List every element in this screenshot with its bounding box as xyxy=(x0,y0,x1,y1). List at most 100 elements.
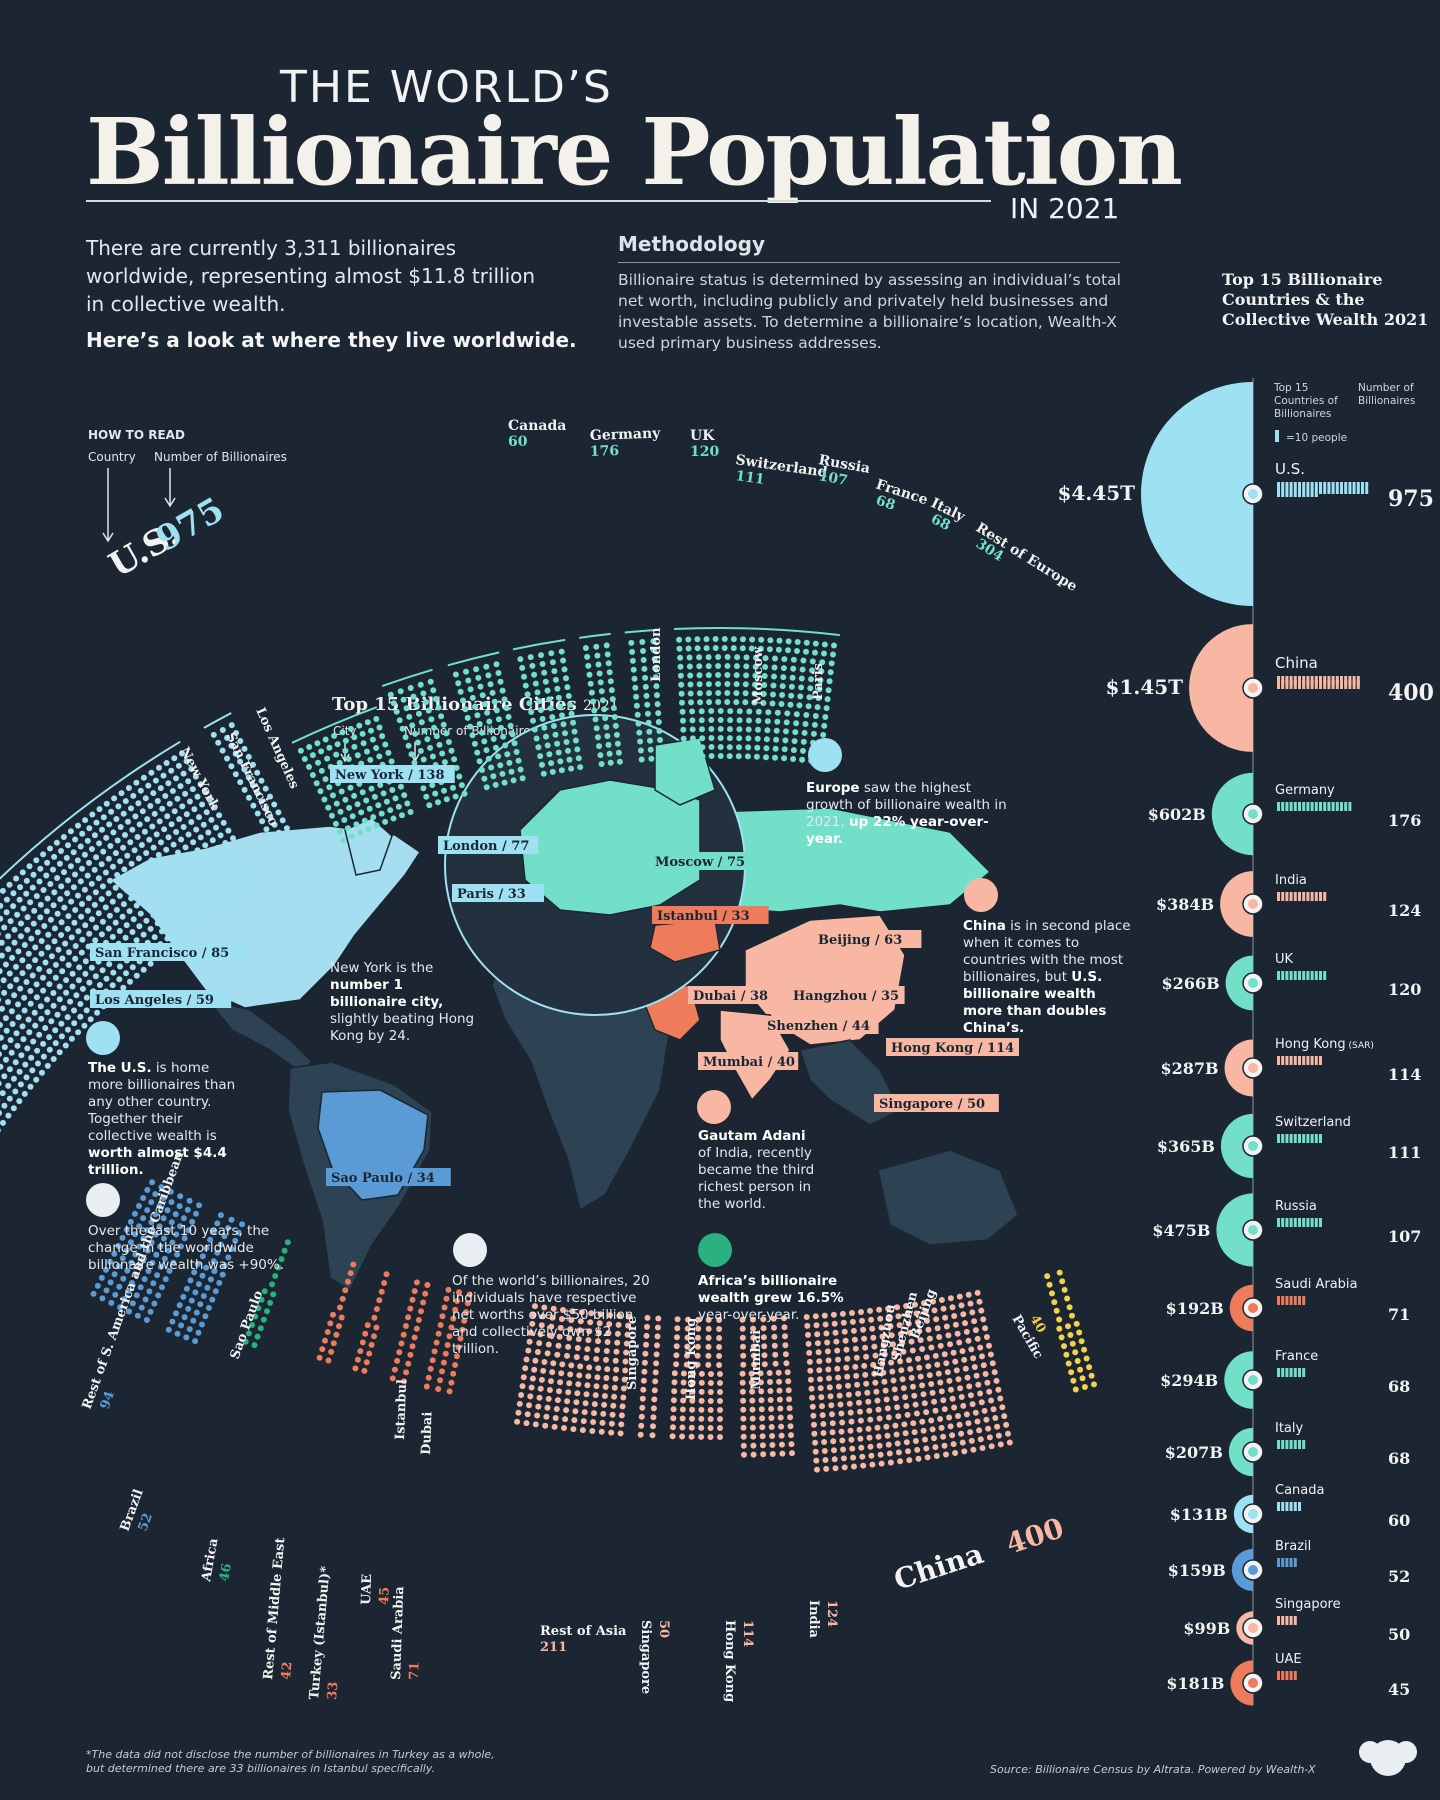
top-arc-dot xyxy=(88,880,95,887)
top-arc-dot xyxy=(433,733,440,740)
top-arc-dot xyxy=(36,966,43,972)
country-label-4: UK xyxy=(1275,952,1294,967)
bottom-arc-dot xyxy=(210,1228,217,1235)
top-arc-dot xyxy=(278,848,285,855)
top-arc-dot xyxy=(9,954,16,961)
bottom-arc-dot xyxy=(913,1310,920,1317)
top-arc-dot xyxy=(784,710,791,717)
bottom-arc-dot xyxy=(164,1227,171,1234)
top-arc-dot xyxy=(161,826,168,833)
legend-person-icon xyxy=(1275,430,1279,442)
bottom-arc-dot xyxy=(188,1297,195,1304)
top-arc-dot xyxy=(63,854,70,861)
bottom-arc-dot xyxy=(148,1219,155,1226)
bottom-arc-dot xyxy=(548,1323,555,1330)
bottom-arc-dot xyxy=(565,1389,572,1396)
bottom-arc-dot xyxy=(439,1313,446,1320)
top-arc-dot xyxy=(733,690,740,697)
bottom-arc-dot xyxy=(778,1423,785,1430)
bottom-arc-dot xyxy=(550,1360,557,1367)
bottom-arc-dot xyxy=(972,1409,979,1416)
top-arc-dot xyxy=(450,784,456,791)
bottom-arc-dot xyxy=(640,1377,647,1384)
top-arc-dot xyxy=(745,735,752,742)
top-arc-dot xyxy=(262,785,269,792)
bottom-arc-dot xyxy=(569,1308,576,1315)
top-arc-dot xyxy=(465,677,472,684)
bottom-arc-dot xyxy=(857,1408,863,1415)
top-arc-dot xyxy=(16,896,23,903)
top-arc-dot xyxy=(24,914,31,921)
top-arc-dot xyxy=(102,869,109,876)
people-icon xyxy=(1298,802,1301,811)
top-arc-dot xyxy=(15,1014,22,1021)
top-arc-dot xyxy=(48,1018,55,1025)
bottom-arc-dot xyxy=(411,1334,418,1341)
top-arc-dot xyxy=(241,766,248,773)
bottom-arc-dot xyxy=(368,1341,375,1348)
bottom-arc-dot xyxy=(411,1288,418,1295)
top-arc-dot xyxy=(694,645,701,652)
bottom-arc-dot xyxy=(284,1239,291,1246)
people-icon xyxy=(1348,491,1352,494)
people-icon xyxy=(1306,892,1310,901)
bottom-arc-dot xyxy=(639,1404,646,1411)
bottom-arc-dot xyxy=(466,1291,473,1298)
top-arc-dot xyxy=(555,749,562,756)
bottom-arc-dot xyxy=(924,1317,930,1324)
top-arc-dot xyxy=(51,938,58,945)
bottom-arc-dot xyxy=(145,1268,152,1274)
top-arc-dot xyxy=(126,873,133,880)
bottom-arc-dot xyxy=(680,1379,687,1386)
bottom-arc-dot xyxy=(638,1413,645,1420)
bottom-arc-dot xyxy=(337,1304,343,1311)
top-arc-dot xyxy=(237,738,244,744)
bottom-arc-dot xyxy=(845,1391,852,1398)
bottom-arc-dot xyxy=(177,1193,184,1200)
bottom-arc-dot xyxy=(620,1394,627,1401)
top-arc-dot xyxy=(696,654,703,661)
top-arc-dot xyxy=(33,981,40,988)
bottom-arc-dot xyxy=(373,1324,380,1331)
bottom-arc-dot xyxy=(878,1460,885,1467)
bottom-arc-dot xyxy=(347,1270,354,1277)
bottom-arc-dot xyxy=(450,1370,457,1377)
bottom-arc-dot xyxy=(541,1359,548,1365)
top-arc-dot xyxy=(746,708,753,715)
top-arc-dot xyxy=(17,1081,24,1088)
source: Source: Billionaire Census by Altrata. P… xyxy=(990,1763,1316,1776)
bottom-arc-dot xyxy=(608,1429,615,1436)
bottom-arc-dot xyxy=(103,1266,109,1273)
bottom-arc-dot xyxy=(127,1218,134,1225)
top-arc-dot xyxy=(373,822,380,829)
top-arc-dot xyxy=(79,985,86,992)
top-arc-dot xyxy=(186,852,193,859)
top-arc-dot xyxy=(811,721,818,728)
top-arc-dot xyxy=(64,890,71,897)
top-arc-dot xyxy=(192,773,199,780)
top-arc-dot xyxy=(155,885,162,892)
top-arc-dot xyxy=(498,724,504,731)
top-label-2: UK xyxy=(690,428,715,444)
bottom-arc-dot xyxy=(836,1392,843,1399)
bottom-arc-dot xyxy=(516,1400,523,1407)
bottom-arc-dot xyxy=(619,1403,626,1410)
top-arc-dot xyxy=(427,678,434,685)
people-icon xyxy=(1281,892,1285,901)
top-arc-dot xyxy=(609,696,616,703)
bottom-arc-dot xyxy=(144,1247,151,1254)
top-arc-dot xyxy=(248,866,255,873)
top-arc-dot xyxy=(64,1014,71,1021)
bottom-arc-dot xyxy=(871,1343,878,1350)
top-arc-dot xyxy=(685,636,692,643)
bottom-arc-dot xyxy=(839,1419,846,1426)
bottom-arc-dot xyxy=(900,1385,907,1392)
bottom-arc-dot xyxy=(322,1337,328,1344)
top-arc-dot xyxy=(26,1029,33,1036)
bottom-arc-dot xyxy=(761,1352,768,1359)
top-arc-dot xyxy=(606,669,613,676)
top-arc-dot xyxy=(733,681,740,688)
bottom-arc-dot xyxy=(457,1335,464,1342)
top-arc-dot xyxy=(541,724,548,731)
top-arc-dot xyxy=(568,765,575,772)
